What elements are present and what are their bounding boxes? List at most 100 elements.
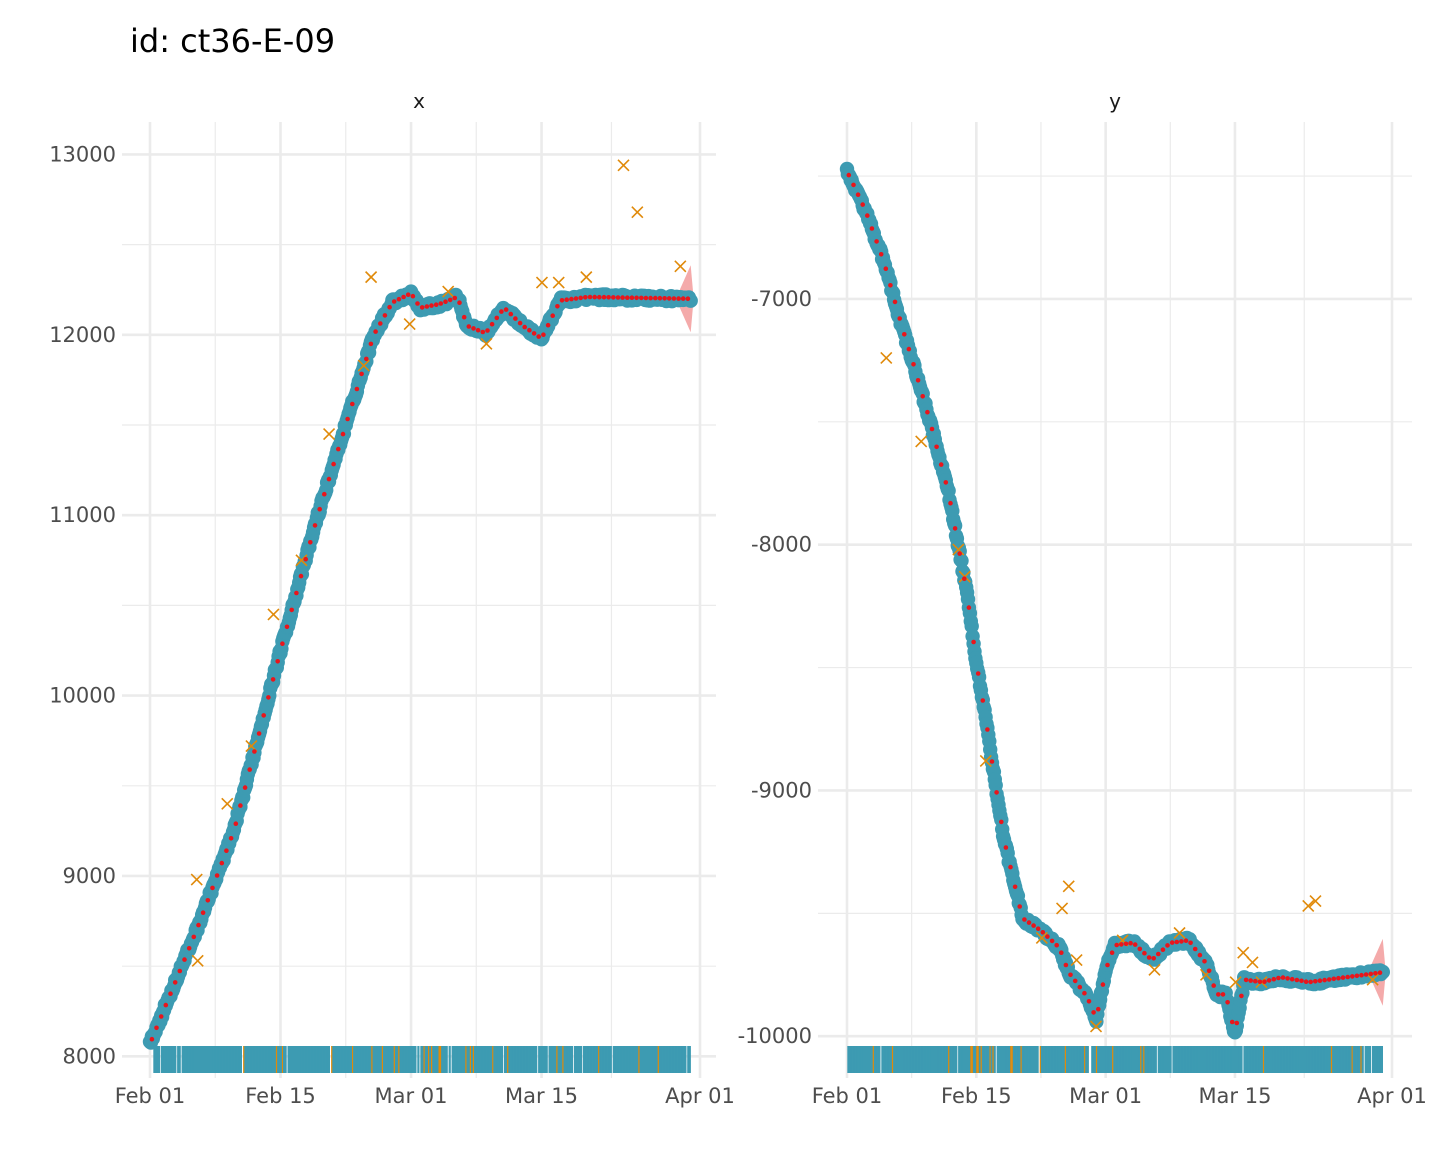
outlier-marker [190, 873, 203, 886]
smoothed-point [948, 500, 953, 506]
smoothed-point [214, 873, 220, 878]
smoothed-point [322, 491, 327, 497]
smoothed-point [536, 334, 541, 339]
smoothed-point [1072, 978, 1078, 984]
smoothed-point [1068, 972, 1073, 978]
smoothed-point [1063, 962, 1069, 968]
smoothed-point [331, 461, 336, 467]
y-tick-label: 10000 [49, 684, 116, 708]
smoothed-point [1137, 946, 1143, 952]
smoothed-point [671, 296, 677, 301]
smoothed-point [210, 885, 215, 891]
smoothed-point [256, 731, 262, 736]
smoothed-point [1026, 920, 1032, 925]
smoothed-point [1142, 950, 1147, 956]
smoothed-point [643, 295, 649, 301]
smoothed-point [1012, 884, 1018, 890]
smoothed-point [611, 295, 616, 300]
smoothed-point [606, 295, 611, 300]
smoothed-point [1109, 950, 1115, 955]
smoothed-point [975, 671, 981, 676]
outlier-marker [1089, 1020, 1103, 1033]
page-title: id: ct36-E-09 [130, 22, 336, 60]
smoothed-point [1280, 975, 1286, 980]
y-tick-label: -8000 [751, 533, 812, 557]
outlier-marker [295, 554, 308, 567]
x-tick-label: Apr 01 [1357, 1084, 1427, 1108]
smoothed-point [261, 713, 267, 718]
outlier-stroke [1148, 963, 1161, 976]
smoothed-point [196, 922, 201, 928]
outlier-stroke [245, 740, 258, 753]
rug-marks [153, 1046, 691, 1073]
outlier-stroke [1229, 976, 1242, 989]
outlier-marker [403, 317, 416, 331]
outlier-stroke [552, 276, 565, 289]
smoothed-point [1156, 951, 1161, 957]
smoothed-point [639, 295, 644, 301]
outlier-stroke [221, 797, 234, 810]
smoothed-point [387, 304, 392, 310]
facet-strip-label: x [413, 89, 425, 113]
smoothed-point [846, 172, 852, 178]
smoothed-point [541, 332, 546, 338]
outlier-stroke [365, 271, 378, 284]
outlier-stroke [880, 351, 893, 364]
smoothed-point [1077, 984, 1083, 990]
outlier-stroke [1070, 953, 1083, 967]
observed-point [1375, 964, 1391, 980]
smoothed-point [340, 431, 346, 437]
smoothed-point [911, 362, 916, 367]
outlier-stroke [480, 337, 493, 350]
smoothed-point [1322, 977, 1327, 983]
smoothed-point [466, 324, 472, 329]
outlier-marker [1035, 931, 1048, 944]
smoothed-point [354, 386, 360, 392]
smoothed-point [228, 836, 234, 841]
smoothed-point [545, 322, 551, 328]
smoothed-point [1059, 950, 1064, 955]
smoothed-point [191, 934, 197, 940]
smoothed-point [1192, 946, 1198, 952]
smoothed-point [1271, 976, 1277, 982]
smoothed-point [1225, 1000, 1230, 1005]
smoothed-point [163, 1002, 169, 1008]
y-tick-label: -9000 [751, 778, 812, 802]
smoothed-point [989, 759, 995, 764]
outlier-marker [915, 435, 928, 448]
smoothed-point [902, 332, 907, 337]
smoothed-point [350, 401, 355, 407]
smoothed-point [597, 294, 602, 300]
smoothed-point [888, 283, 893, 288]
smoothed-point [149, 1036, 155, 1042]
smoothed-point [592, 294, 597, 300]
smoothed-point [1239, 993, 1244, 999]
smoothed-point [303, 556, 309, 562]
outlier-stroke [1302, 899, 1315, 913]
smoothed-point [415, 301, 420, 306]
smoothed-point [177, 968, 183, 974]
smoothed-point [685, 296, 691, 302]
outlier-marker [1055, 902, 1069, 915]
smoothed-point [1169, 940, 1175, 945]
smoothed-point [1294, 977, 1300, 983]
outlier-marker [674, 260, 687, 273]
smoothed-point [906, 346, 912, 352]
x-tick-label: Mar 01 [1069, 1084, 1142, 1108]
smoothed-point [447, 297, 453, 303]
smoothed-points [846, 172, 1383, 1026]
smoothed-point [475, 327, 481, 333]
outlier-stroke [535, 276, 549, 289]
smoothed-point [657, 295, 663, 301]
smoothed-point [653, 295, 658, 301]
smoothed-point [1003, 845, 1009, 850]
smoothed-point [648, 295, 653, 301]
smoothed-point [489, 321, 495, 327]
smoothed-point [317, 506, 323, 512]
outlier-marker [1309, 894, 1322, 908]
smoothed-point [952, 526, 958, 531]
outlier-stroke [1366, 973, 1379, 986]
smoothed-point [1289, 976, 1295, 982]
smoothed-point [915, 378, 921, 383]
smoothed-point [662, 296, 667, 301]
